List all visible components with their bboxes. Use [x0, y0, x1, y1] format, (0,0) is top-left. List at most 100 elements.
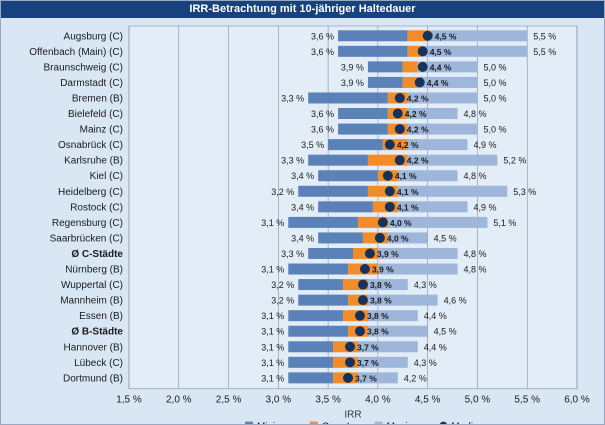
- maximum-bar: [367, 310, 418, 322]
- max-value-label: 5,0 %: [483, 125, 506, 135]
- max-value-label: 4,5 %: [434, 327, 457, 337]
- maximum-bar: [377, 263, 458, 275]
- minimum-bar: [308, 247, 353, 259]
- category-label: Rostock (C): [70, 202, 123, 213]
- max-value-label: 4,8 %: [464, 171, 487, 181]
- min-value-label: 3,3 %: [281, 156, 304, 166]
- legend-minimum-swatch: [245, 421, 253, 424]
- max-value-label: 5,1 %: [493, 218, 516, 228]
- maximum-bar: [407, 108, 458, 120]
- min-value-label: 3,6 %: [311, 109, 334, 119]
- x-tick-label: 1,5 %: [116, 395, 142, 406]
- maximum-bar: [407, 154, 498, 166]
- core-bar: [402, 61, 418, 73]
- maximum-bar: [422, 45, 528, 57]
- core-value-label: 4,5 %: [435, 31, 457, 41]
- maximum-bar: [387, 216, 488, 228]
- minimum-bar: [288, 310, 344, 322]
- x-axis-title: IRR: [344, 410, 361, 421]
- core-value-label: 3,8 %: [370, 280, 392, 290]
- x-tick-label: 3,0 %: [266, 395, 292, 406]
- max-value-label: 4,2 %: [404, 373, 427, 383]
- median-point: [354, 326, 365, 337]
- category-label: Osnabrück (C): [58, 140, 123, 151]
- median-point: [343, 372, 354, 383]
- max-value-label: 4,4 %: [424, 342, 447, 352]
- maximum-bar: [397, 185, 508, 197]
- category-label: Augsburg (C): [64, 31, 123, 42]
- min-value-label: 3,1 %: [261, 327, 284, 337]
- core-value-label: 4,2 %: [405, 109, 427, 119]
- min-value-label: 3,4 %: [291, 202, 314, 212]
- core-value-label: 3,7 %: [357, 342, 379, 352]
- category-label: Bielefeld (C): [68, 109, 123, 120]
- min-value-label: 3,1 %: [261, 311, 284, 321]
- maximum-bar: [377, 247, 458, 259]
- maximum-bar: [387, 232, 428, 244]
- median-point: [345, 357, 356, 368]
- core-value-label: 4,2 %: [407, 93, 429, 103]
- min-value-label: 3,3 %: [281, 249, 304, 259]
- median-point: [394, 155, 405, 166]
- core-value-label: 4,0 %: [390, 218, 412, 228]
- min-value-label: 3,9 %: [341, 78, 364, 88]
- minimum-bar: [288, 341, 334, 353]
- max-value-label: 4,4 %: [424, 311, 447, 321]
- max-value-label: 5,3 %: [513, 187, 536, 197]
- core-value-label: 4,1 %: [397, 202, 419, 212]
- maximum-bar: [407, 123, 478, 135]
- category-label: Darmstadt (C): [60, 78, 123, 89]
- category-label: Offenbach (Main) (C): [29, 47, 123, 58]
- median-point: [422, 30, 433, 41]
- min-value-label: 3,1 %: [261, 373, 284, 383]
- median-point: [345, 341, 356, 352]
- minimum-bar: [318, 201, 373, 213]
- core-value-label: 3,9 %: [372, 265, 394, 275]
- minimum-bar: [318, 232, 363, 244]
- core-value-label: 3,9 %: [377, 249, 399, 259]
- median-point: [364, 248, 375, 259]
- category-label: Hannover (B): [64, 342, 123, 353]
- minimum-bar: [338, 108, 388, 120]
- x-tick-label: 5,5 %: [514, 395, 540, 406]
- min-value-label: 3,1 %: [261, 342, 284, 352]
- maximum-bar: [417, 76, 478, 88]
- category-label: Mannheim (B): [60, 296, 123, 307]
- legend-minimum-label: Minimum,: [257, 422, 300, 424]
- median-point: [394, 92, 405, 103]
- category-label: Karlsruhe (B): [64, 156, 123, 167]
- maximum-bar: [397, 201, 468, 213]
- minimum-bar: [328, 139, 383, 151]
- category-label: Mainz (C): [80, 125, 123, 136]
- median-point: [384, 139, 395, 150]
- min-value-label: 3,6 %: [311, 31, 334, 41]
- minimum-bar: [308, 154, 368, 166]
- maximum-bar: [407, 139, 468, 151]
- category-label: Bremen (B): [72, 93, 123, 104]
- legend-core-swatch: [309, 421, 318, 424]
- min-value-label: 3,5 %: [301, 140, 324, 150]
- core-value-label: 4,5 %: [430, 47, 452, 57]
- core-bar: [402, 76, 418, 88]
- legend-maximum-label: Maximum,: [387, 422, 433, 424]
- core-value-label: 4,2 %: [397, 140, 419, 150]
- core-bar: [367, 154, 408, 166]
- max-value-label: 5,0 %: [483, 62, 506, 72]
- max-value-label: 4,3 %: [414, 280, 437, 290]
- minimum-bar: [288, 372, 334, 384]
- max-value-label: 4,8 %: [464, 109, 487, 119]
- category-label: Regensburg (C): [52, 218, 123, 229]
- category-label: Braunschweig (C): [44, 62, 123, 73]
- x-tick-label: 6,0 %: [564, 395, 590, 406]
- core-value-label: 4,2 %: [407, 156, 429, 166]
- x-tick-label: 3,5 %: [315, 395, 341, 406]
- minimum-bar: [338, 30, 408, 42]
- minimum-bar: [367, 76, 403, 88]
- core-value-label: 3,7 %: [355, 373, 377, 383]
- maximum-bar: [367, 325, 428, 337]
- max-value-label: 4,5 %: [434, 233, 457, 243]
- max-value-label: 5,2 %: [503, 156, 526, 166]
- maximum-bar: [367, 279, 408, 291]
- maximum-bar: [357, 341, 418, 353]
- min-value-label: 3,4 %: [291, 233, 314, 243]
